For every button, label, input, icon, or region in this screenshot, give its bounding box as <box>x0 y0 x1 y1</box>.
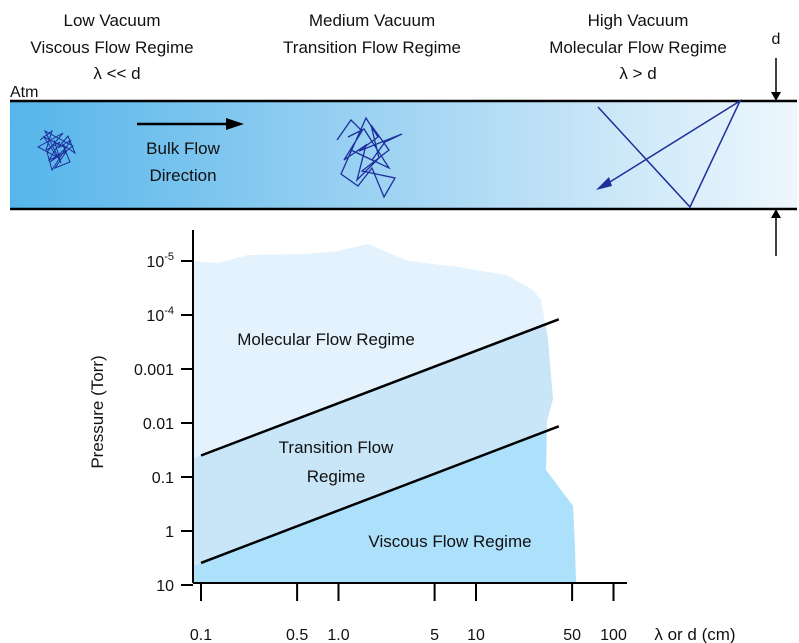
viscous-region-label: Viscous Flow Regime <box>368 532 531 551</box>
x-tick-label: 50 <box>563 627 581 643</box>
x-tick-label: 0.5 <box>286 627 308 643</box>
x-tick-label: 10 <box>467 627 485 643</box>
x-axis-label: λ or d (cm) <box>654 625 735 643</box>
y-tick-label: 10-4 <box>146 305 174 325</box>
bulk-flow-direction-label: Direction <box>149 166 216 185</box>
viscous-regime-subtitle: Viscous Flow Regime <box>30 38 193 57</box>
flow-regime-chart: 10-5 10-4 0.001 0.01 0.1 1 10 0.1 0.5 1.0 5 10 50 10… <box>88 230 736 643</box>
pipe-body <box>10 101 797 209</box>
x-tick-label: 100 <box>600 627 627 643</box>
pipe: Atm d Bulk Flow Direction <box>10 31 797 256</box>
x-tick-label: 0.1 <box>190 627 212 643</box>
diameter-arrow-top <box>771 58 781 101</box>
x-tick-label: 1.0 <box>327 627 349 643</box>
y-tick-label: 0.001 <box>134 362 174 379</box>
molecular-transition-boundary <box>200 318 560 457</box>
regime-headers: Low Vacuum Viscous Flow Regime λ << d Me… <box>30 11 726 83</box>
atm-label: Atm <box>10 84 38 101</box>
transition-molecule-path <box>336 116 403 199</box>
viscous-molecule-path <box>36 129 77 172</box>
transition-regime-subtitle: Transition Flow Regime <box>283 38 461 57</box>
transition-region-label-line2: Regime <box>307 467 366 486</box>
diameter-arrow-bottom <box>771 209 781 256</box>
diameter-label: d <box>772 31 781 48</box>
x-tick-label: 5 <box>430 627 439 643</box>
molecular-molecule-path <box>596 99 742 209</box>
high-vacuum-title: High Vacuum <box>588 11 689 30</box>
y-tick-label: 10 <box>156 578 174 595</box>
bulk-flow-label: Bulk Flow <box>146 139 220 158</box>
y-axis-label: Pressure (Torr) <box>88 355 107 468</box>
bulk-flow-arrow <box>137 118 244 130</box>
medium-vacuum-title: Medium Vacuum <box>309 11 435 30</box>
low-vacuum-title: Low Vacuum <box>63 11 160 30</box>
molecular-relation: λ > d <box>619 64 656 83</box>
y-tick-label: 0.1 <box>152 470 174 487</box>
y-tick-label: 0.01 <box>143 416 174 433</box>
viscous-relation: λ << d <box>93 64 140 83</box>
molecular-regime-subtitle: Molecular Flow Regime <box>549 38 727 57</box>
molecular-region-label: Molecular Flow Regime <box>237 330 415 349</box>
transition-viscous-boundary <box>200 425 560 565</box>
transition-region-label-line1: Transition Flow <box>279 438 394 457</box>
y-tick-label: 10-5 <box>146 251 174 271</box>
y-tick-label: 1 <box>165 524 174 541</box>
